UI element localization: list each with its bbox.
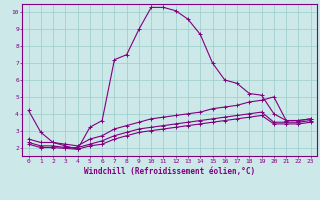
X-axis label: Windchill (Refroidissement éolien,°C): Windchill (Refroidissement éolien,°C) (84, 167, 255, 176)
